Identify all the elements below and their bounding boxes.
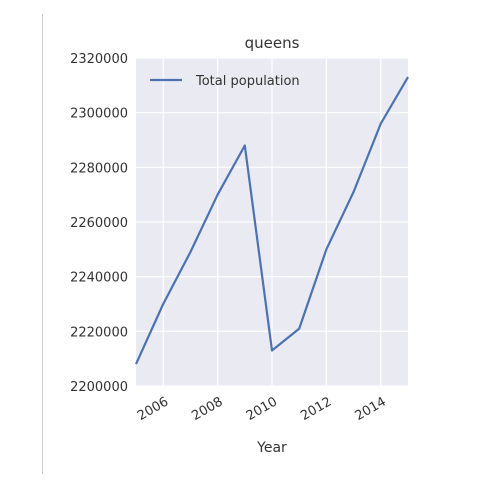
legend-label-total-population: Total population (195, 74, 300, 89)
divider-line (42, 14, 43, 474)
series-line-total-population (134, 76, 409, 365)
y-tick-label: 2200000 (70, 380, 128, 395)
y-tick-label: 2320000 (70, 52, 128, 67)
grid (136, 57, 408, 387)
y-tick-label: 2300000 (70, 107, 128, 122)
y-tick-label: 2220000 (70, 325, 128, 340)
y-tick-label: 2280000 (70, 161, 128, 176)
chart-title: queens (245, 34, 300, 52)
x-tick-label: 2008 (189, 394, 225, 424)
legend: Total population (150, 74, 300, 89)
y-tick-label: 2240000 (70, 271, 128, 286)
x-tick-label: 2014 (353, 394, 389, 424)
x-tick-label: 2010 (244, 394, 280, 424)
x-tick-label: 2006 (135, 394, 171, 424)
y-tick-label: 2260000 (70, 216, 128, 231)
x-axis-label: Year (256, 440, 287, 456)
x-tick-label: 2012 (298, 394, 334, 424)
